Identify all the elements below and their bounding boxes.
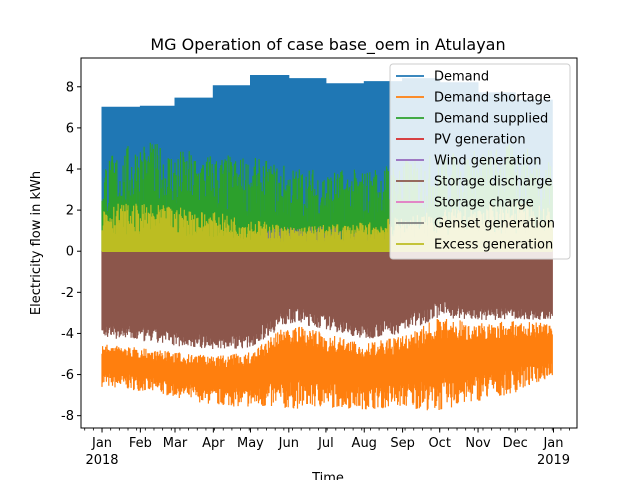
x-tick-label: Jan bbox=[91, 436, 112, 451]
x-tick-label: Dec bbox=[503, 436, 528, 451]
x-tick-label: Aug bbox=[352, 436, 377, 451]
y-tick-label: 0 bbox=[66, 245, 74, 260]
legend-label: Demand supplied bbox=[434, 112, 548, 127]
y-tick-label: 6 bbox=[66, 121, 74, 136]
y-tick-label: 2 bbox=[66, 204, 74, 219]
y-tick-label: 8 bbox=[66, 80, 74, 95]
plot-frame bbox=[80, 57, 578, 429]
legend-label: Storage charge bbox=[434, 196, 534, 211]
x-tick-label: Jun bbox=[278, 436, 299, 451]
x-tick-label: Feb bbox=[129, 436, 152, 451]
x-tick-label: Mar bbox=[163, 436, 188, 451]
x-tick-label: Nov bbox=[465, 436, 491, 451]
legend-label: Storage discharge bbox=[434, 175, 552, 190]
y-tick-label: -6 bbox=[61, 368, 74, 383]
y-axis-label: Electricity flow in kWh bbox=[29, 171, 44, 315]
legend-label: Genset generation bbox=[434, 217, 555, 232]
x-axis-label: Time bbox=[311, 471, 344, 480]
legend-label: Wind generation bbox=[434, 154, 542, 169]
x-tick-label: Oct bbox=[428, 436, 450, 451]
legend-label: Demand shortage bbox=[434, 91, 551, 106]
x-tick-label: Sep bbox=[390, 436, 415, 451]
legend-label: Demand bbox=[434, 70, 489, 85]
legend-label: Excess generation bbox=[434, 238, 553, 253]
legend-box bbox=[389, 63, 571, 260]
x-axis: Jan 2018 Feb Mar Apr May Jun Jul Aug Sep Oct Nov Dec… bbox=[84, 428, 570, 468]
series-area-storage-discharge bbox=[101, 251, 553, 349]
legend: Demand Demand shortage Demand supplied PV g… bbox=[389, 63, 571, 260]
x-tick-label: Apr bbox=[202, 436, 225, 451]
y-axis: -8 -6 -4 -2 0 2 4 6 8 bbox=[61, 80, 81, 424]
legend-label: PV generation bbox=[434, 133, 526, 148]
series-area-demand-shortage bbox=[101, 319, 553, 411]
y-tick-label: -8 bbox=[61, 409, 74, 424]
y-tick-label: -2 bbox=[61, 286, 74, 301]
x-tick-label: Jul bbox=[317, 436, 334, 451]
x-tick-label: Jan bbox=[542, 436, 563, 451]
y-tick-label: -4 bbox=[61, 327, 74, 342]
chart-title: MG Operation of case base_oem in Atulaya… bbox=[150, 35, 505, 55]
x-tick-year-label: 2018 bbox=[85, 453, 118, 468]
x-tick-year-label: 2019 bbox=[537, 453, 570, 468]
x-tick-label: May bbox=[237, 436, 264, 451]
y-tick-label: 4 bbox=[66, 163, 74, 178]
